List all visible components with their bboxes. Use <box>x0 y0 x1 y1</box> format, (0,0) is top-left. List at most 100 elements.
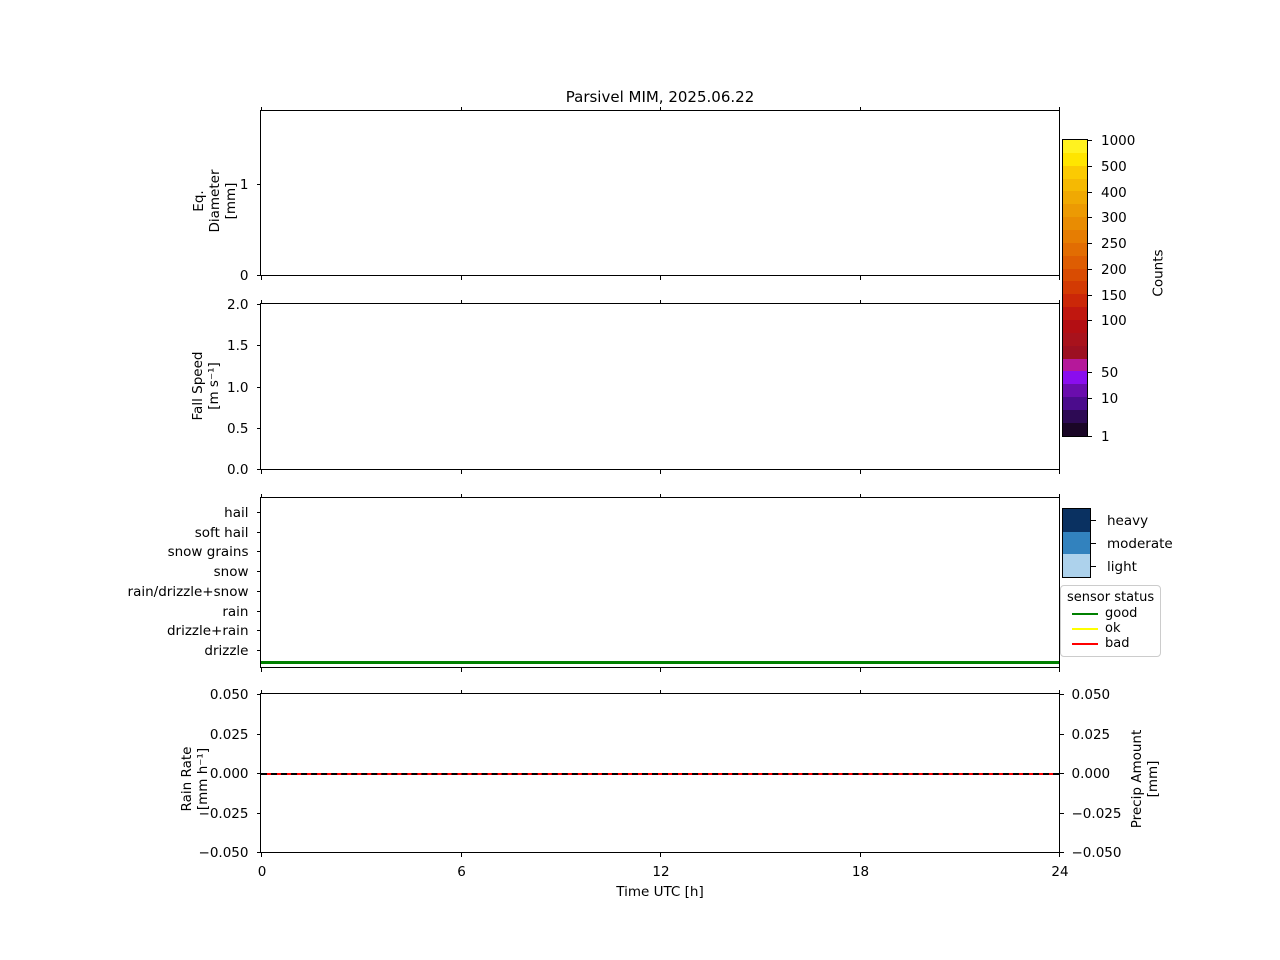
ylabel-eq-diameter-line3: [mm] <box>223 182 239 220</box>
ytick-rain-rate-neg0.025: −0.025 <box>199 806 261 822</box>
counts-colorbar-band-14 <box>1063 320 1087 333</box>
sensor-status-legend-entry-bad: bad <box>1067 636 1154 651</box>
counts-colorbar: 1000 500 400 300 250 200 150 100 50 10 1 <box>1062 133 1135 445</box>
intensity-colorbar: heavy moderate light <box>1062 508 1173 578</box>
sensor-status-legend-entry-good: good <box>1067 606 1154 621</box>
ytick-eq-diameter-1: 1 <box>240 177 261 193</box>
intensity-band-heavy <box>1063 509 1090 532</box>
xtick-bottom-p3-18 <box>859 667 861 672</box>
ytick-precip-type-drizzle-rain: drizzle+rain <box>167 623 261 639</box>
xtick-top-p3-12 <box>660 493 661 498</box>
ytick-precip-type-snow-grains: snow grains <box>168 544 261 560</box>
intensity-band-moderate <box>1063 531 1090 555</box>
xtick-top-p4-18 <box>859 689 861 694</box>
ytick-label-rain-rate-neg0.050: −0.050 <box>198 845 249 861</box>
ytick-label-fall-speed-1.5: 1.5 <box>227 338 249 355</box>
ytick-label-precip-type-rain: rain <box>222 603 249 620</box>
ytick-label-rain-rate-0.050: 0.050 <box>209 687 249 703</box>
ytick-fall-speed-0.5: 0.5 <box>227 421 261 437</box>
xtick-bottom-p2-12 <box>660 469 661 474</box>
counts-colorbar-band-4 <box>1063 191 1087 205</box>
xtick-top-p2-12 <box>660 299 661 304</box>
xtick-top-p1-6 <box>460 106 462 111</box>
xtick-top-p1-18 <box>859 106 861 111</box>
ylabel-precip-amount-line2: [mm] <box>1145 760 1161 798</box>
counts-colorbar-band-19 <box>1063 384 1087 398</box>
counts-colorbar-band-0 <box>1063 140 1087 153</box>
intensity-label-heavy: heavy <box>1107 513 1149 530</box>
counts-colorbar-band-18 <box>1063 371 1087 385</box>
ytick-label-precip-type-rain-drizzle-snow: rain/drizzle+snow <box>127 583 249 600</box>
ytick-label-precip-amount-neg0.050: −0.050 <box>1071 845 1122 861</box>
xtick-label-6: 6 <box>457 863 466 880</box>
xtick-bottom-p2-24 <box>1059 469 1060 474</box>
counts-colorbar-tick-1000: 1000 <box>1087 133 1135 149</box>
sensor-status-line-good <box>261 661 1059 665</box>
ytick-precip-type-soft-hail: soft hail <box>195 525 261 541</box>
ytick-precip-type-rain: rain <box>222 604 261 620</box>
counts-colorbar-tick-200: 200 <box>1087 262 1127 278</box>
counts-colorbar-ticklabel-50: 50 <box>1101 364 1119 381</box>
counts-colorbar-band-7 <box>1063 230 1087 243</box>
counts-colorbar-band-6 <box>1063 217 1087 231</box>
xtick-top-p4-6 <box>460 689 462 694</box>
ytick-precip-amount-0.050: 0.050 <box>1059 687 1110 703</box>
ytick-precip-type-hail: hail <box>224 505 261 521</box>
counts-colorbar-label: Counts <box>1150 249 1167 297</box>
counts-colorbar-ticklabel-150: 150 <box>1101 287 1127 304</box>
sensor-status-swatch-bad <box>1072 642 1098 645</box>
ytick-precip-amount-neg0.025: −0.025 <box>1059 806 1121 822</box>
panel-fall-speed: 2.0 1.5 1.0 0.5 0.0 <box>227 297 1060 478</box>
xtick-bottom-p1-18 <box>859 275 861 280</box>
ylabel-eq-diameter-line1: Eq. <box>191 190 207 212</box>
counts-colorbar-tick-250: 250 <box>1087 236 1127 252</box>
xtick-12: 12 <box>652 852 670 880</box>
ytick-label-rain-rate-neg0.025: −0.025 <box>198 805 249 822</box>
panel-eq-diameter: 0 1 <box>240 106 1060 284</box>
xtick-24: 24 <box>1051 852 1069 880</box>
xtick-bottom-p3-12 <box>660 667 661 672</box>
ytick-label-precip-amount-0.025: 0.025 <box>1071 726 1111 743</box>
ytick-fall-speed-1.0: 1.0 <box>227 380 261 396</box>
xtick-top-p1-0 <box>261 106 262 111</box>
xtick-top-p1-24 <box>1059 106 1060 111</box>
intensity-tick-heavy: heavy <box>1090 513 1148 529</box>
ytick-rain-rate-neg0.050: −0.050 <box>199 845 261 861</box>
ytick-precip-type-drizzle: drizzle <box>204 643 261 659</box>
sensor-status-legend: sensor status good ok bad <box>1060 585 1162 657</box>
counts-colorbar-ticklabel-500: 500 <box>1101 158 1127 175</box>
xtick-top-p3-18 <box>859 493 861 498</box>
panel-precip-type: hail soft hail snow grains snow rain/dri… <box>128 493 1060 672</box>
ylabel-precip-amount: Precip Amount [mm] <box>1129 694 1161 864</box>
xtick-bottom-p2-6 <box>460 469 462 474</box>
intensity-label-light: light <box>1107 558 1137 575</box>
counts-colorbar-ticklabel-10: 10 <box>1101 390 1119 407</box>
counts-colorbar-ticklabel-400: 400 <box>1101 184 1127 201</box>
panel-rain-rate: 0.050 0.025 0.000 −0.025 −0.050 0.050 0.… <box>199 687 1122 880</box>
ytick-fall-speed-0.0: 0.0 <box>227 462 261 478</box>
ytick-precip-amount-neg0.050: −0.050 <box>1059 845 1121 861</box>
xtick-bottom-p2-18 <box>859 469 861 474</box>
counts-colorbar-ticklabel-100: 100 <box>1101 313 1127 330</box>
counts-colorbar-band-2 <box>1063 165 1087 179</box>
xtick-18: 18 <box>852 852 869 880</box>
ytick-eq-diameter-0: 0 <box>240 268 261 284</box>
counts-colorbar-band-13 <box>1063 307 1087 321</box>
xtick-top-p2-0 <box>261 299 262 304</box>
ytick-label-precip-type-snow-grains: snow grains <box>167 544 249 561</box>
ytick-rain-rate-0.050: 0.050 <box>210 687 261 703</box>
xtick-bottom-p3-6 <box>460 667 462 672</box>
ylabel-rain-rate-line1: Rain Rate <box>179 746 195 812</box>
ytick-label-fall-speed-0.0: 0.0 <box>227 462 249 478</box>
ytick-rain-rate-0.025: 0.025 <box>210 727 261 743</box>
xtick-top-p4-24 <box>1059 689 1060 694</box>
ytick-rain-rate-0.000: 0.000 <box>210 766 261 782</box>
ytick-label-precip-type-snow: snow <box>213 564 249 581</box>
counts-colorbar-band-9 <box>1063 255 1087 269</box>
sensor-status-swatch-good <box>1072 612 1098 615</box>
counts-colorbar-band-20 <box>1063 397 1087 411</box>
xtick-top-p3-0 <box>261 493 262 498</box>
counts-colorbar-ticklabel-200: 200 <box>1101 261 1127 278</box>
counts-colorbar-band-15 <box>1063 332 1087 346</box>
ytick-precip-type-rain-drizzle-snow: rain/drizzle+snow <box>128 584 261 600</box>
